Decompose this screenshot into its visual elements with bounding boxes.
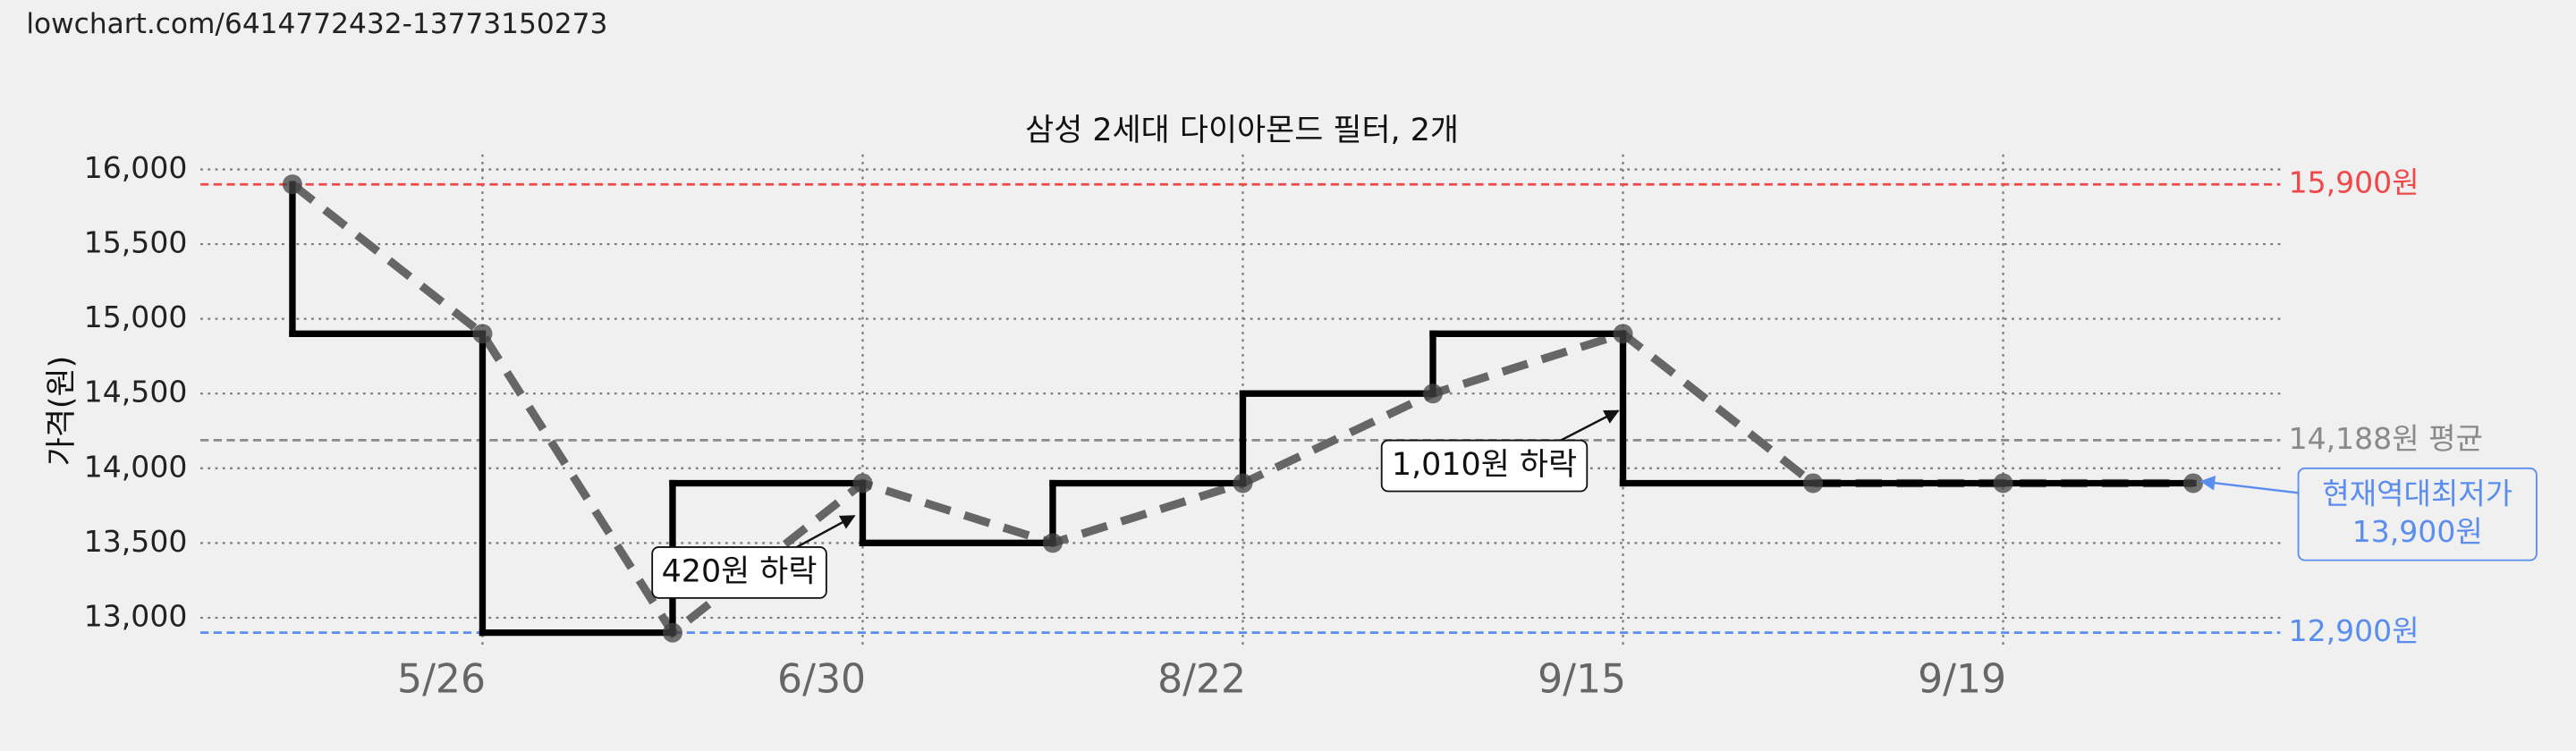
y-tick-label: 15,500	[84, 225, 188, 260]
data-point	[852, 473, 873, 494]
y-tick-label: 14,000	[84, 449, 188, 484]
annotation-text: 420원 하락	[662, 553, 818, 589]
annotation-text: 1,010원 하락	[1392, 447, 1577, 483]
annotation-box	[651, 546, 827, 599]
x-tick-label: 9/19	[1918, 657, 2006, 703]
data-point	[1613, 324, 1633, 344]
data-point	[2183, 473, 2204, 494]
reference-label: 15,900원	[2289, 165, 2419, 200]
x-tick-label: 9/15	[1538, 657, 1626, 703]
reference-label: 14,188원 평균	[2289, 421, 2483, 456]
y-tick-label: 13,000	[84, 598, 188, 633]
annotation-arrow	[1560, 409, 1620, 442]
x-tick-label: 5/26	[397, 657, 486, 703]
x-tick-label: 6/30	[777, 657, 866, 703]
data-point	[1233, 473, 1253, 494]
annotation-arrow	[2199, 475, 2299, 494]
data-point	[1042, 533, 1063, 553]
chart-title: 삼성 2세대 다이아몬드 필터, 2개	[1025, 113, 1459, 148]
y-tick-label: 15,000	[84, 300, 188, 334]
annotation-text: 현재역대최저가	[2322, 477, 2512, 511]
annotation-text: 13,900원	[2352, 514, 2483, 549]
annotation-box	[1380, 439, 1589, 493]
y-tick-label: 16,000	[84, 150, 188, 185]
data-point	[472, 324, 493, 344]
data-point	[1803, 473, 1824, 494]
y-tick-label: 14,500	[84, 375, 188, 409]
data-point	[662, 622, 682, 643]
data-point	[1993, 473, 2013, 494]
annotation-arrow	[796, 514, 856, 548]
data-point	[282, 174, 302, 195]
data-point	[1422, 384, 1444, 404]
reference-label: 12,900원	[2289, 613, 2419, 648]
y-tick-label: 13,500	[84, 524, 188, 559]
url: lowchart.com/6414772432-13773150273	[26, 8, 607, 40]
y-axis-label: 가격(원)	[44, 356, 80, 466]
x-tick-label: 8/22	[1157, 657, 1246, 703]
annotation-box	[2297, 467, 2538, 561]
